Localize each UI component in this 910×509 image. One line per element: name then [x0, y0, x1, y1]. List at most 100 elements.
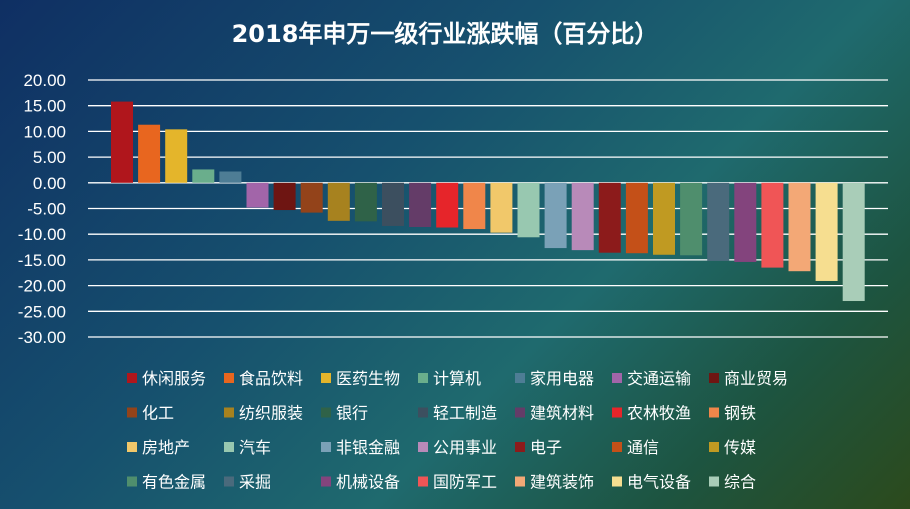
legend-label: 银行	[336, 404, 368, 423]
legend-item: 公用事业	[418, 438, 497, 457]
legend-label: 通信	[627, 438, 659, 457]
bar-2	[138, 124, 161, 183]
legend-item: 电气设备	[612, 473, 691, 492]
legend-swatch	[612, 442, 622, 452]
legend-item: 建筑材料	[515, 404, 594, 423]
legend-item: 休闲服务	[127, 369, 206, 388]
legend-label: 建筑材料	[530, 404, 594, 423]
legend-item: 纺织服装	[224, 404, 303, 423]
legend-label: 传媒	[724, 438, 756, 457]
legend-item: 国防军工	[418, 473, 497, 492]
legend-label: 电子	[530, 438, 562, 457]
legend-label: 休闲服务	[142, 369, 206, 388]
legend-swatch	[612, 476, 622, 487]
bar-23	[707, 182, 730, 261]
bar-4	[192, 169, 215, 183]
legend-item: 非银金融	[321, 438, 400, 457]
bar-28	[842, 182, 865, 302]
legend-swatch	[224, 373, 234, 383]
legend-item: 商业贸易	[709, 369, 788, 388]
y-tick-label: 0.00	[33, 174, 66, 193]
legend-item: 交通运输	[612, 369, 691, 388]
bar-19	[598, 182, 621, 253]
legend-swatch	[709, 476, 719, 487]
legend-label: 采掘	[239, 473, 271, 492]
bar-6	[246, 182, 269, 208]
y-tick-label: -20.00	[18, 277, 66, 296]
legend-swatch	[515, 407, 525, 418]
legend-item: 钢铁	[709, 404, 756, 423]
y-tick-label: -25.00	[18, 302, 66, 321]
bar-20	[625, 182, 648, 254]
bars	[111, 101, 865, 302]
y-tick-label: 15.00	[23, 97, 66, 116]
legend-label: 纺织服装	[239, 404, 303, 423]
y-tick-label: -10.00	[18, 225, 66, 244]
bar-8	[300, 182, 323, 213]
legend-swatch	[224, 407, 234, 418]
legend-label: 房地产	[142, 438, 190, 457]
bar-18	[571, 182, 594, 251]
legend-item: 银行	[321, 404, 368, 423]
legend-swatch	[224, 476, 234, 487]
legend-label: 非银金融	[336, 438, 400, 457]
legend-item: 有色金属	[127, 473, 206, 492]
legend-swatch	[515, 476, 525, 487]
y-tick-label: 10.00	[23, 122, 66, 141]
legend-label: 综合	[724, 473, 756, 492]
legend-swatch	[321, 442, 331, 452]
legend-swatch	[127, 442, 137, 452]
legend-label: 农林牧渔	[627, 404, 691, 423]
y-tick-label: -5.00	[27, 200, 66, 219]
legend-item: 房地产	[127, 438, 190, 457]
legend-item: 家用电器	[515, 369, 594, 388]
legend-item: 采掘	[224, 473, 271, 492]
y-tick-label: -15.00	[18, 251, 66, 270]
bar-22	[680, 182, 703, 256]
chart-title: 2018年申万一级行业涨跌幅（百分比）	[232, 20, 659, 48]
legend-label: 化工	[142, 404, 174, 423]
bar-27	[815, 182, 838, 281]
legend-label: 家用电器	[530, 369, 594, 388]
bar-9	[327, 182, 350, 221]
legend-label: 钢铁	[724, 404, 756, 423]
y-tick-label: -30.00	[18, 328, 66, 347]
legend-label: 公用事业	[433, 438, 497, 457]
legend-item: 计算机	[418, 369, 481, 388]
legend-label: 商业贸易	[724, 369, 788, 388]
legend-label: 交通运输	[627, 369, 691, 388]
y-tick-label: 20.00	[23, 71, 66, 90]
legend-swatch	[127, 476, 137, 487]
bar-1	[111, 101, 133, 183]
legend-item: 化工	[127, 404, 174, 423]
legend-label: 电气设备	[627, 473, 691, 492]
legend-label: 汽车	[239, 438, 271, 457]
bar-26	[788, 182, 811, 272]
bar-16	[517, 182, 540, 238]
legend-item: 通信	[612, 438, 659, 457]
bar-5	[219, 171, 242, 183]
legend-item: 电子	[515, 438, 562, 457]
legend-item: 轻工制造	[418, 404, 497, 423]
legend-label: 轻工制造	[433, 404, 497, 423]
bar-17	[544, 182, 567, 249]
bar-25	[761, 182, 784, 268]
bar-12	[409, 182, 432, 228]
legend-label: 食品饮料	[239, 369, 303, 388]
legend-swatch	[418, 373, 428, 383]
legend-swatch	[515, 442, 525, 452]
legend-swatch	[321, 476, 331, 487]
legend-label: 有色金属	[142, 473, 206, 492]
legend-swatch	[127, 373, 137, 383]
legend-item: 传媒	[709, 438, 756, 457]
bar-3	[165, 129, 188, 183]
legend-swatch	[709, 407, 719, 418]
legend-item: 综合	[709, 473, 756, 492]
legend-item: 机械设备	[321, 473, 400, 492]
legend-item: 医药生物	[321, 369, 400, 388]
grid-lines	[88, 79, 888, 338]
legend-item: 农林牧渔	[612, 404, 691, 423]
legend-swatch	[127, 407, 137, 418]
legend-label: 机械设备	[336, 473, 400, 492]
